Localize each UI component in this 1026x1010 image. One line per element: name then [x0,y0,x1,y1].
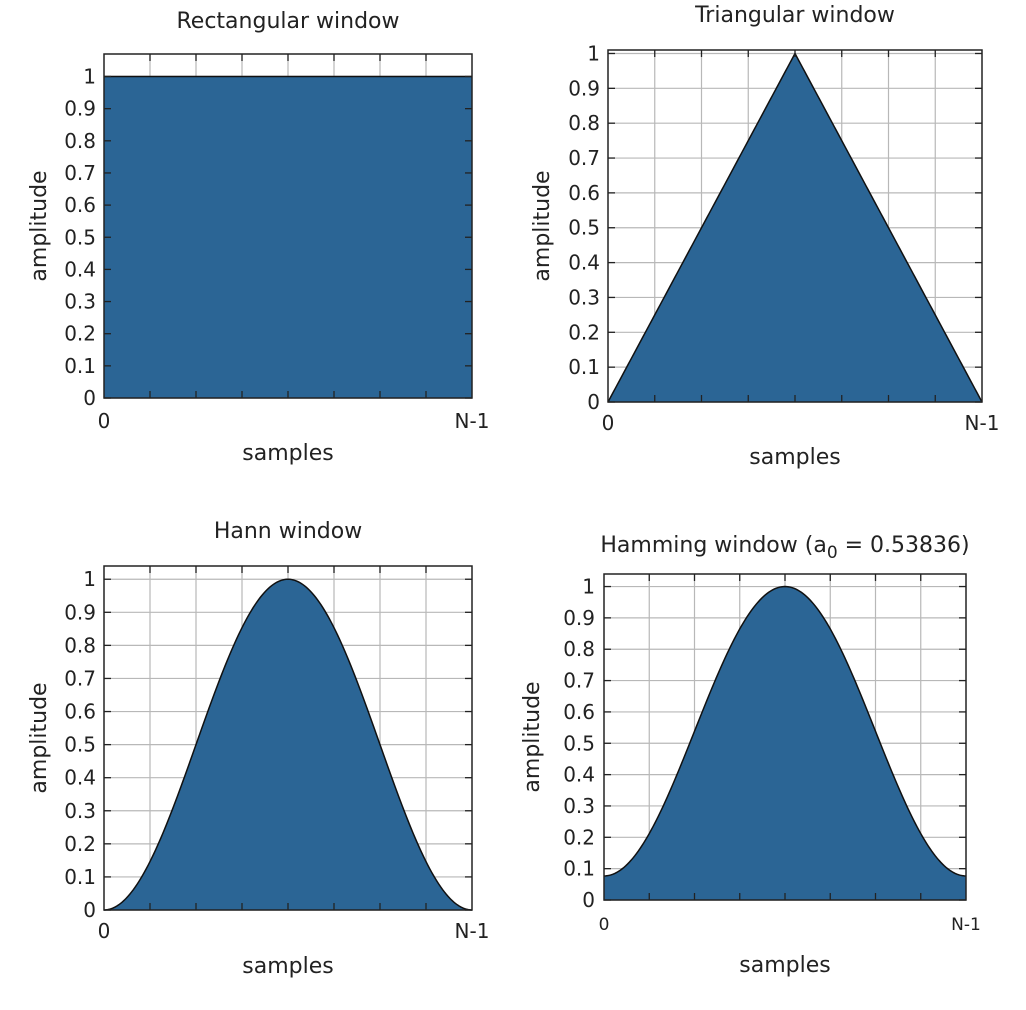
y-tick-label-0-9: 0.9 [563,606,595,630]
y-tick-label-0-7: 0.7 [563,669,595,693]
x-tick-label-start: 0 [602,411,615,435]
hamming-window-area [604,586,966,900]
y-tick-label-0-5: 0.5 [64,733,96,757]
y-tick-label-1: 1 [587,41,600,65]
y-tick-label-0-6: 0.6 [64,700,96,724]
y-tick-label-0: 0 [587,390,600,414]
y-tick-label-0-4: 0.4 [64,257,96,281]
hamming-window-chart: 0 0.1 0.2 0.3 0.4 0.5 0.6 0.7 0.8 0.9 1 0 N-1 samples… [520,533,981,978]
hann-window-curve [103,578,473,911]
y-tick-label-0-6: 0.6 [568,181,600,205]
hann-window-chart: 0 0.1 0.2 0.3 0.4 0.5 0.6 0.7 0.8 0.9 1 0 N-1 samples… [27,519,489,979]
rectangular-window-area [104,76,472,398]
hamming-y-axis-label: amplitude [520,681,545,792]
y-tick-label-0-3: 0.3 [563,794,595,818]
y-tick-label-0-1: 0.1 [64,354,96,378]
hann-chart-title: Hann window [214,519,362,544]
y-tick-label-0: 0 [83,898,96,922]
x-tick-label-end: N-1 [951,915,981,935]
triangular-chart-title: Triangular window [694,3,895,28]
triangular-window-area [608,53,982,403]
y-tick-label-0-9: 0.9 [64,600,96,624]
hamming-window-curve [603,585,967,877]
hamming-x-axis-label: samples [739,953,830,978]
hann-window-area [104,579,472,910]
y-tick-label-0-9: 0.9 [568,76,600,100]
y-tick-label-0-5: 0.5 [563,731,595,755]
y-tick-label-0-2: 0.2 [568,320,600,344]
triangular-y-axis-label: amplitude [530,170,555,281]
y-tick-label-0: 0 [83,386,96,410]
y-tick-label-0-3: 0.3 [64,799,96,823]
y-tick-label-0-6: 0.6 [64,193,96,217]
triangular-window-chart: 0 0.1 0.2 0.3 0.4 0.5 0.6 0.7 0.8 0.9 1 0 N-1 samples… [530,3,999,470]
hann-y-axis-label: amplitude [27,682,52,793]
y-tick-label-0-5: 0.5 [64,225,96,249]
y-tick-label-0-8: 0.8 [64,633,96,657]
y-tick-label-1: 1 [83,567,96,591]
y-tick-label-0-4: 0.4 [568,251,600,275]
y-tick-label-0-3: 0.3 [568,285,600,309]
hamming-chart-title: Hamming window (a0 = 0.53836) [600,533,969,563]
y-tick-label-0-2: 0.2 [563,825,595,849]
y-tick-label-0-8: 0.8 [64,129,96,153]
y-tick-label-0-7: 0.7 [64,161,96,185]
y-tick-label-0: 0 [582,888,595,912]
y-tick-label-0-5: 0.5 [568,216,600,240]
y-tick-label-1: 1 [582,575,595,599]
x-tick-label-end: N-1 [455,409,490,433]
y-tick-label-0-3: 0.3 [64,290,96,314]
rectangular-y-axis-label: amplitude [27,170,52,281]
y-tick-label-1: 1 [83,65,96,89]
y-tick-label-0-8: 0.8 [563,637,595,661]
title-subscript: 0 [827,543,838,563]
y-tick-label-0-7: 0.7 [64,666,96,690]
y-tick-label-0-1: 0.1 [563,857,595,881]
rectangular-chart-title: Rectangular window [177,9,400,34]
x-tick-label-end: N-1 [455,919,490,943]
y-tick-label-0-2: 0.2 [64,322,96,346]
y-tick-label-0-2: 0.2 [64,832,96,856]
y-tick-label-0-8: 0.8 [568,111,600,135]
y-tick-label-0-9: 0.9 [64,97,96,121]
rectangular-x-axis-label: samples [242,441,333,466]
y-tick-label-0-6: 0.6 [563,700,595,724]
x-tick-label-start: 0 [98,919,111,943]
y-tick-label-0-4: 0.4 [64,766,96,790]
rectangular-window-chart: 0 0.1 0.2 0.3 0.4 0.5 0.6 0.7 0.8 0.9 1 0 N-1 samples… [27,9,489,466]
triangular-x-axis-label: samples [749,445,840,470]
x-tick-label-start: 0 [98,409,111,433]
y-tick-label-0-1: 0.1 [64,865,96,889]
y-tick-label-0-1: 0.1 [568,355,600,379]
y-tick-label-0-7: 0.7 [568,146,600,170]
y-tick-label-0-4: 0.4 [563,763,595,787]
x-tick-label-start: 0 [599,915,610,935]
x-tick-label-end: N-1 [965,411,1000,435]
hann-x-axis-label: samples [242,954,333,979]
